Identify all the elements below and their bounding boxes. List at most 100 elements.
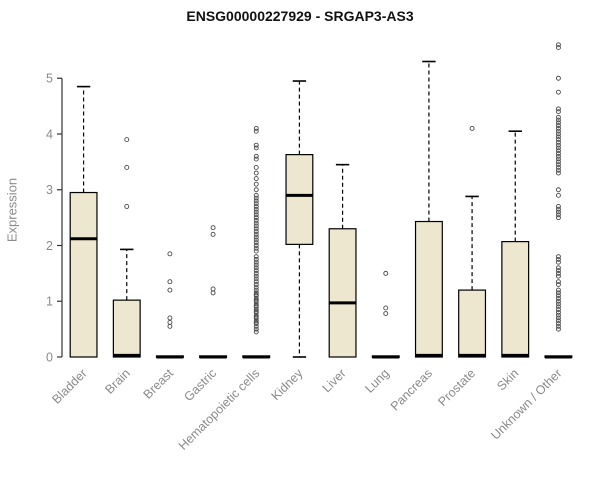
- outlier-point: [555, 159, 561, 165]
- outlier-point: [253, 326, 259, 332]
- outlier-point: [253, 268, 259, 274]
- outlier-point: [555, 312, 561, 318]
- outlier-point: [555, 151, 561, 156]
- outlier-point: [555, 109, 561, 115]
- outlier-point: [555, 139, 561, 145]
- outlier-point: [253, 164, 259, 170]
- outlier-point: [253, 153, 259, 159]
- x-tick-label: Lung: [362, 366, 392, 396]
- outlier-point: [253, 176, 259, 182]
- outlier-point: [555, 42, 561, 48]
- y-tick-label: 3: [46, 183, 53, 197]
- outlier-point: [555, 120, 561, 126]
- outlier-point: [253, 270, 259, 276]
- outlier-point: [253, 128, 259, 134]
- outlier-point: [555, 279, 561, 285]
- x-tick-label: Brain: [102, 366, 133, 397]
- outlier-point: [253, 181, 259, 187]
- outlier-point: [555, 134, 561, 140]
- outlier-point: [555, 315, 561, 321]
- outlier-point: [555, 204, 561, 209]
- outlier-point: [253, 292, 259, 298]
- outlier-point: [555, 156, 561, 162]
- outlier-point: [555, 89, 561, 95]
- x-tick-label: Kidney: [269, 366, 306, 403]
- x-tick-label: Prostate: [435, 366, 478, 409]
- outlier-point: [253, 229, 259, 235]
- outlier-point: [253, 212, 259, 218]
- outlier-point: [253, 195, 259, 201]
- outlier-point: [555, 125, 561, 131]
- outlier-point: [555, 298, 561, 304]
- outlier-point: [253, 217, 259, 223]
- outlier-point: [555, 142, 561, 148]
- outlier-point: [555, 296, 561, 301]
- outlier-point: [253, 215, 259, 221]
- outlier-point: [383, 305, 389, 311]
- outlier-point: [555, 321, 561, 326]
- outlier-point: [555, 145, 561, 151]
- outlier-point: [210, 286, 216, 292]
- outlier-point: [555, 212, 561, 218]
- outlier-point: [253, 170, 259, 176]
- outlier-point: [167, 251, 173, 257]
- outlier-point: [555, 170, 561, 176]
- outlier-point: [253, 240, 259, 246]
- x-tick-label: Liver: [320, 366, 349, 395]
- x-tick-label: Hematopoietic cells: [176, 366, 263, 453]
- outlier-point: [124, 137, 130, 143]
- outlier-point: [253, 279, 259, 285]
- outlier-point: [555, 187, 561, 193]
- outlier-point: [555, 273, 561, 279]
- outlier-point: [167, 323, 173, 329]
- outlier-point: [210, 225, 216, 231]
- outlier-point: [555, 268, 561, 274]
- outlier-point: [210, 290, 216, 296]
- outlier-point: [167, 319, 173, 325]
- outlier-point: [555, 117, 561, 123]
- outlier-point: [555, 153, 561, 159]
- outlier-point: [555, 114, 561, 120]
- outlier-point: [253, 187, 259, 193]
- outlier-point: [167, 287, 173, 293]
- outlier-point: [167, 315, 173, 321]
- outlier-point: [555, 309, 561, 315]
- outlier-point: [253, 329, 259, 335]
- outlier-point: [555, 45, 561, 51]
- outlier-point: [383, 311, 389, 316]
- outlier-point: [555, 123, 561, 129]
- outlier-point: [253, 259, 259, 265]
- outlier-point: [253, 290, 259, 296]
- x-tick-label: Gastric: [181, 366, 219, 404]
- outlier-point: [555, 137, 561, 143]
- outlier-point: [555, 318, 561, 324]
- outlier-point: [555, 323, 561, 329]
- outlier-point: [253, 145, 259, 151]
- outlier-point: [253, 262, 259, 268]
- outlier-point: [555, 254, 561, 260]
- outlier-point: [555, 106, 561, 112]
- outlier-point: [253, 156, 259, 162]
- y-tick-label: 1: [46, 295, 53, 309]
- x-tick-label: Bladder: [49, 366, 89, 406]
- outlier-point: [253, 245, 259, 251]
- chart-title: ENSG00000227929 - SRGAP3-AS3: [186, 8, 414, 24]
- outlier-point: [555, 209, 561, 215]
- outlier-point: [555, 265, 561, 271]
- outlier-point: [555, 301, 561, 307]
- outlier-point: [555, 148, 561, 154]
- outlier-point: [253, 237, 259, 243]
- outlier-point: [253, 192, 259, 198]
- outlier-point: [253, 142, 259, 148]
- y-tick-label: 5: [46, 72, 53, 86]
- outlier-point: [253, 319, 259, 325]
- outlier-point: [253, 226, 259, 232]
- outlier-point: [253, 204, 259, 209]
- box-prostate: [458, 289, 487, 358]
- outlier-point: [555, 304, 561, 310]
- box-kidney: [285, 154, 314, 245]
- box-skin: [501, 240, 530, 358]
- outlier-point: [253, 198, 259, 204]
- outlier-point: [253, 308, 259, 314]
- outlier-point: [555, 162, 561, 168]
